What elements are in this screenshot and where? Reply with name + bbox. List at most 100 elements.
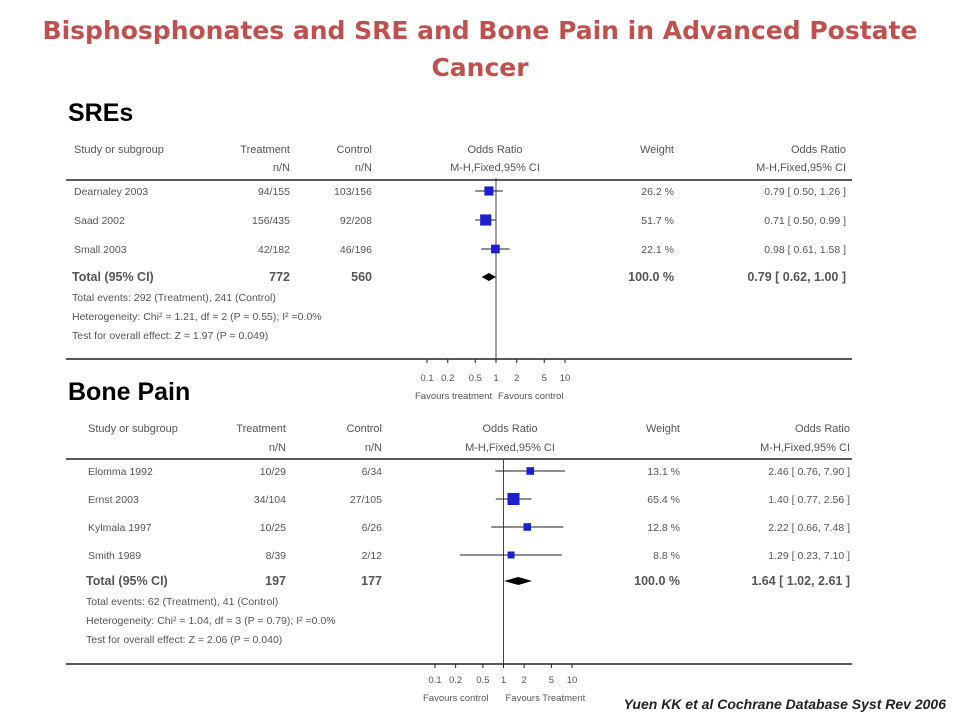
- bone-pain-forest-plot: Study or subgroup Treatment n/N Control n/N O…: [66, 423, 852, 704]
- p1-study-weight-0: 13.1 %: [647, 466, 680, 478]
- p0-footnote-1: Heterogeneity: Chi² = 1.21, df = 2 (P = …: [72, 311, 322, 323]
- p1-total-control: 177: [361, 574, 382, 588]
- p0-study-control-0: 103/156: [334, 186, 372, 198]
- p1-study-name-2: Kylmala 1997: [88, 522, 152, 534]
- p0-header-treatment-sub: n/N: [273, 162, 290, 174]
- p0-header-study: Study or subgroup: [74, 144, 164, 156]
- p1-study-point-2: [523, 523, 532, 531]
- sres-section-label: SREs: [68, 99, 134, 127]
- p1-total-treatment: 197: [265, 574, 286, 588]
- p1-footnote-1: Heterogeneity: Chi² = 1.04, df = 3 (P = …: [86, 615, 336, 627]
- p0-x-tick-label-4: 2: [514, 373, 519, 384]
- sres-forest-plot: Study or subgroup Treatment n/N Control n/N O…: [66, 144, 852, 402]
- p0-study-weight-1: 51.7 %: [641, 215, 674, 227]
- p1-x-tick-label-1: 0.2: [449, 675, 462, 686]
- p1-study-weight-3: 8.8 %: [653, 550, 680, 562]
- p1-footnote-2: Test for overall effect: Z = 2.06 (P = 0…: [86, 634, 282, 646]
- p0-x-tick-label-1: 0.2: [441, 373, 454, 384]
- p0-header-weight: Weight: [640, 144, 674, 156]
- p0-header-control-sub: n/N: [355, 162, 372, 174]
- p1-total-diamond: [504, 577, 533, 585]
- p1-study-name-1: Ernst 2003: [88, 494, 139, 506]
- p1-study-ci-text-0: 2.46 [ 0.76, 7.90 ]: [768, 466, 850, 478]
- p1-x-tick-label-5: 5: [549, 675, 554, 686]
- p1-study-treatment-1: 34/104: [254, 494, 286, 506]
- p1-study-ci-text-1: 1.40 [ 0.77, 2.56 ]: [768, 494, 850, 506]
- p0-study-control-2: 46/196: [340, 244, 372, 256]
- p0-favours-left-label: Favours treatment: [415, 391, 492, 402]
- p1-study-treatment-3: 8/39: [266, 550, 287, 562]
- p1-study-control-2: 6/26: [362, 522, 383, 534]
- p0-study-ci-text-1: 0.71 [ 0.50, 0.99 ]: [764, 215, 846, 227]
- p1-header-odds-ratio-sub: M-H,Fixed,95% CI: [465, 442, 555, 454]
- p1-header-odds-ratio-right: Odds Ratio: [795, 423, 850, 435]
- p1-favours-left-label: Favours control: [423, 693, 488, 704]
- p0-study-weight-0: 26.2 %: [641, 186, 674, 198]
- page-title: Bisphosphonates and SRE and Bone Pain in…: [42, 16, 918, 82]
- p0-total-ci-text: 0.79 [ 0.62, 1.00 ]: [747, 270, 846, 284]
- p1-footnote-0: Total events: 62 (Treatment), 41 (Contro…: [86, 596, 278, 608]
- p1-x-tick-label-2: 0.5: [476, 675, 489, 686]
- p1-header-treatment-sub: n/N: [269, 442, 286, 454]
- p1-favours-right-label: Favours Treatment: [506, 693, 586, 704]
- p0-study-ci-text-0: 0.79 [ 0.50, 1.26 ]: [764, 186, 846, 198]
- p1-study-control-1: 27/105: [350, 494, 382, 506]
- p1-study-treatment-2: 10/25: [260, 522, 286, 534]
- p0-total-treatment: 772: [269, 270, 290, 284]
- p0-header-odds-ratio-right-sub: M-H,Fixed,95% CI: [756, 162, 846, 174]
- p0-study-point-0: [484, 186, 494, 196]
- p0-study-name-1: Saad 2002: [74, 215, 125, 227]
- p1-header-treatment: Treatment: [236, 423, 286, 435]
- p0-x-tick-label-0: 0.1: [420, 373, 433, 384]
- p0-header-odds-ratio-right: Odds Ratio: [791, 144, 846, 156]
- bone-pain-section-label: Bone Pain: [68, 378, 191, 406]
- p0-total-weight: 100.0 %: [628, 270, 674, 284]
- p0-total-control: 560: [351, 270, 372, 284]
- p1-study-control-3: 2/12: [362, 550, 383, 562]
- p1-total-ci-text: 1.64 [ 1.02, 2.61 ]: [751, 574, 850, 588]
- p0-study-treatment-1: 156/435: [252, 215, 290, 227]
- citation: Yuen KK et al Cochrane Database Syst Rev…: [623, 696, 946, 712]
- p1-study-point-1: [507, 492, 520, 506]
- p0-study-point-2: [491, 244, 500, 254]
- p0-study-control-1: 92/208: [340, 215, 372, 227]
- p1-x-tick-label-6: 10: [567, 675, 578, 686]
- p1-x-tick-label-0: 0.1: [428, 675, 441, 686]
- p1-study-name-3: Smith 1989: [88, 550, 141, 562]
- p0-study-weight-2: 22.1 %: [641, 244, 674, 256]
- p1-study-point-0: [526, 467, 535, 475]
- p1-study-weight-2: 12.8 %: [647, 522, 680, 534]
- p1-header-control-sub: n/N: [365, 442, 382, 454]
- p0-header-treatment: Treatment: [240, 144, 290, 156]
- p0-header-odds-ratio: Odds Ratio: [467, 144, 522, 156]
- p0-study-name-2: Small 2003: [74, 244, 127, 256]
- p0-footnote-2: Test for overall effect: Z = 1.97 (P = 0…: [72, 330, 268, 342]
- p1-total-weight: 100.0 %: [634, 574, 680, 588]
- p1-study-treatment-0: 10/29: [260, 466, 286, 478]
- p1-study-name-0: Elomma 1992: [88, 466, 153, 478]
- p1-study-ci-text-2: 2.22 [ 0.66, 7.48 ]: [768, 522, 850, 534]
- p0-total-label: Total (95% CI): [72, 270, 154, 284]
- p0-header-control: Control: [337, 144, 372, 156]
- p1-total-label: Total (95% CI): [86, 574, 168, 588]
- p0-study-name-0: Dearnaley 2003: [74, 186, 148, 198]
- p0-favours-right-label: Favours control: [498, 391, 563, 402]
- p0-study-point-1: [480, 214, 492, 226]
- p1-study-control-0: 6/34: [362, 466, 383, 478]
- p1-header-control: Control: [347, 423, 382, 435]
- p0-x-tick-label-6: 10: [560, 373, 571, 384]
- p0-x-tick-label-3: 1: [493, 373, 498, 384]
- p0-footnote-0: Total events: 292 (Treatment), 241 (Cont…: [72, 292, 276, 304]
- p0-study-treatment-2: 42/182: [258, 244, 290, 256]
- p1-header-odds-ratio-right-sub: M-H,Fixed,95% CI: [760, 442, 850, 454]
- p1-x-tick-label-3: 1: [501, 675, 506, 686]
- p1-header-study: Study or subgroup: [88, 423, 178, 435]
- p1-header-odds-ratio: Odds Ratio: [482, 423, 537, 435]
- p0-study-treatment-0: 94/155: [258, 186, 290, 198]
- p0-x-tick-label-2: 0.5: [469, 373, 482, 384]
- p0-study-ci-text-2: 0.98 [ 0.61, 1.58 ]: [764, 244, 846, 256]
- p0-x-tick-label-5: 5: [542, 373, 547, 384]
- p0-total-diamond: [481, 273, 496, 281]
- p1-study-point-3: [507, 551, 515, 559]
- p1-study-ci-text-3: 1.29 [ 0.23, 7.10 ]: [768, 550, 850, 562]
